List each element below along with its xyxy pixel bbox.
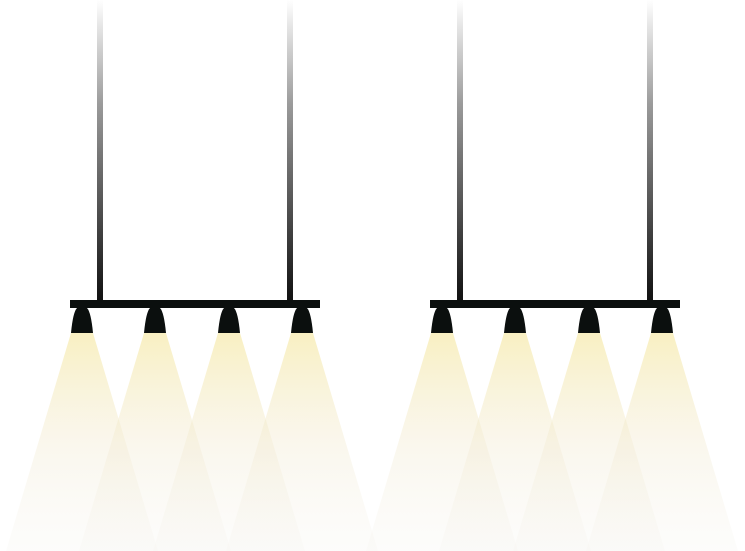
spotlight-icon — [291, 308, 313, 333]
left-pendant-bar-beam-4 — [226, 333, 378, 551]
light-beams — [6, 333, 738, 551]
left-pendant-bar-rod-1 — [97, 0, 103, 300]
right-pendant-bar-rod-1 — [457, 0, 463, 300]
spotlight-icon — [71, 308, 93, 333]
spotlight-icon — [578, 308, 600, 333]
left-pendant-bar-rod-2 — [287, 0, 293, 300]
fixture-bars — [70, 300, 680, 308]
right-pendant-bar-rod-2 — [647, 0, 653, 300]
spotlight-icon — [651, 308, 673, 333]
right-pendant-bar — [430, 300, 680, 308]
spotlight-icon — [431, 308, 453, 333]
left-pendant-bar — [70, 300, 320, 308]
right-pendant-bar-beam-4 — [586, 333, 738, 551]
spotlight-icon — [504, 308, 526, 333]
spotlight-icon — [218, 308, 240, 333]
suspension-rods — [97, 0, 653, 300]
spotlight-icon — [144, 308, 166, 333]
spotlight-lamps — [71, 308, 673, 333]
